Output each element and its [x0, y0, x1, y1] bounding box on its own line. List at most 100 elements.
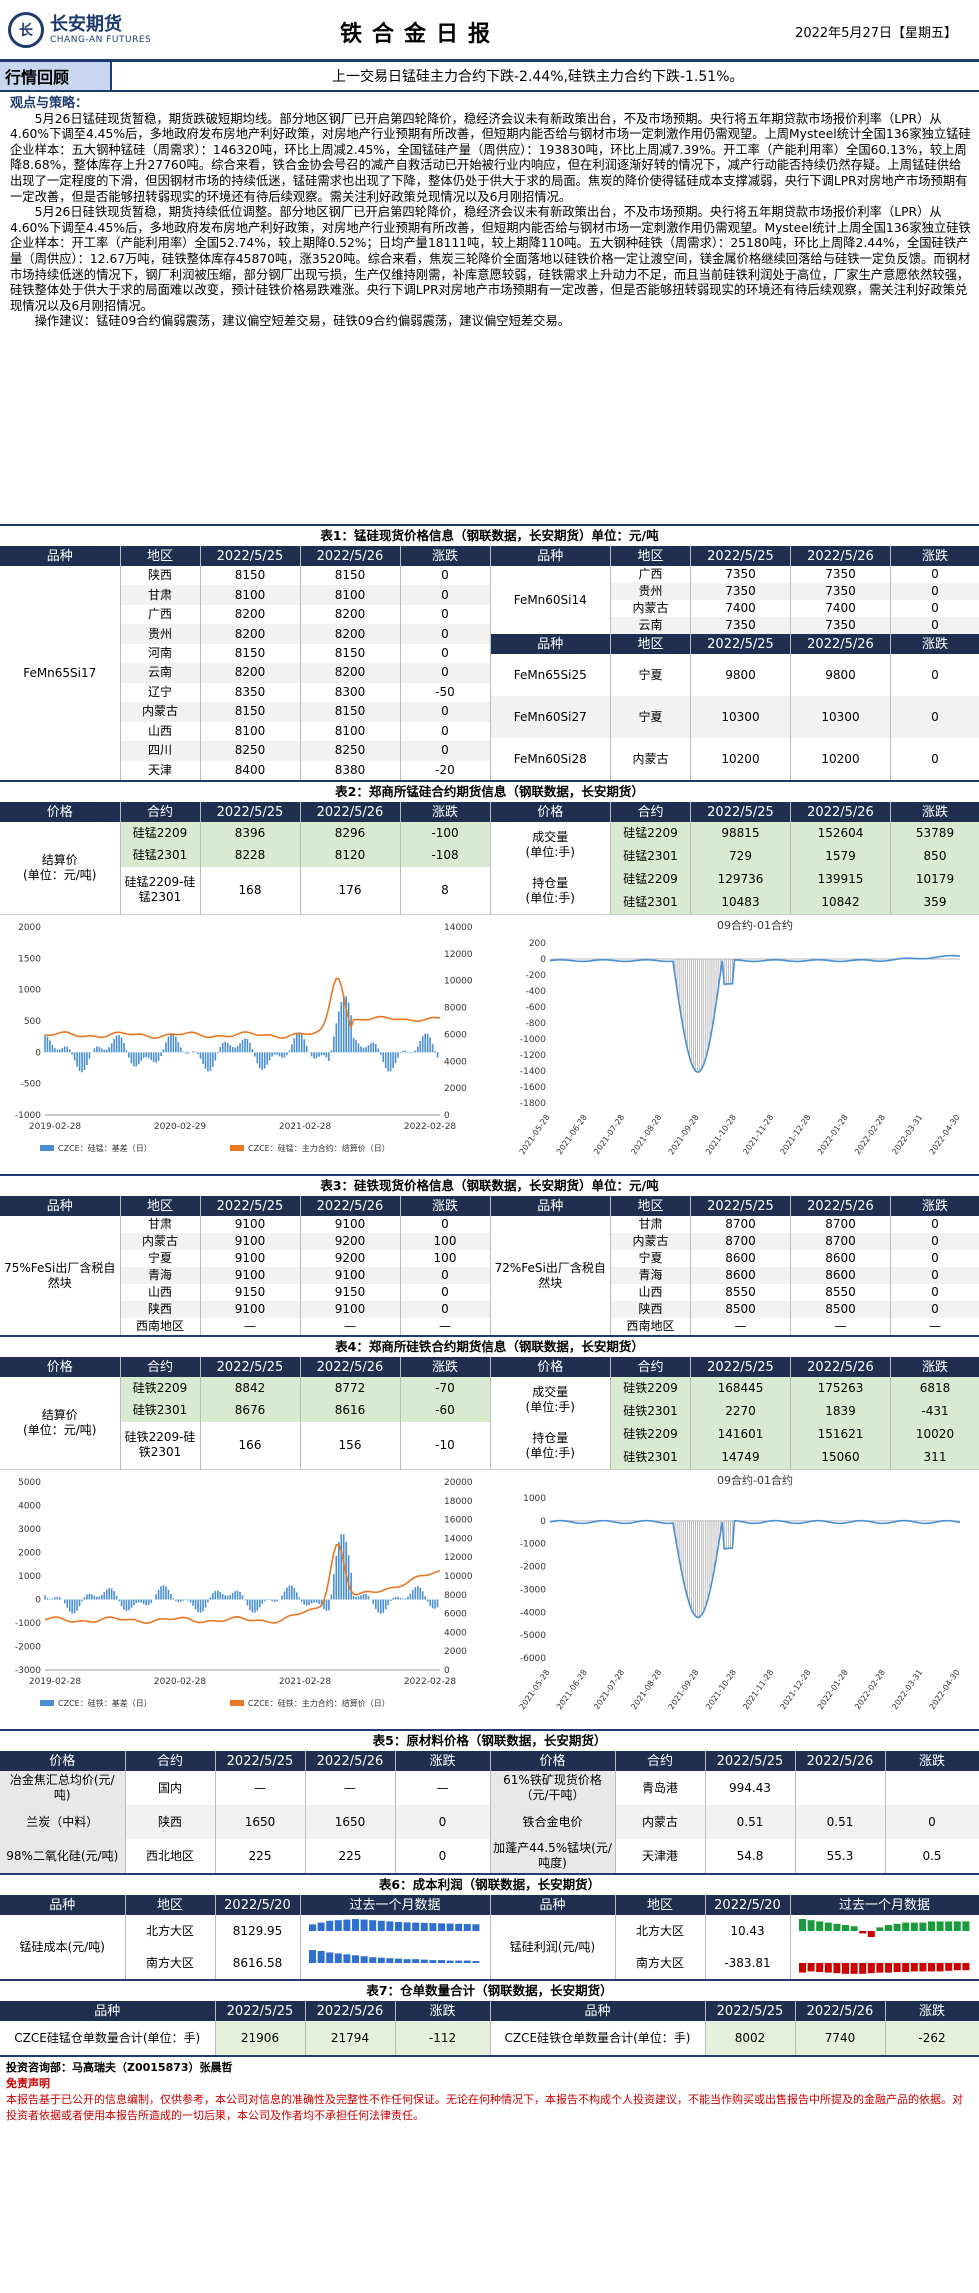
- table-cell: 8400: [200, 760, 301, 780]
- table-cell: 152604: [790, 822, 891, 845]
- table-cell: 0: [890, 566, 979, 583]
- table-cell: 0.51: [705, 1805, 796, 1839]
- table-cell: 151621: [790, 1423, 891, 1446]
- spark-bar: [395, 1922, 402, 1931]
- table-cell: 139915: [790, 868, 891, 891]
- spark-bar: [867, 1963, 875, 1974]
- x-tick-label: 2022-03-31: [890, 1668, 924, 1711]
- column-header: 2022/5/26: [305, 1751, 396, 1771]
- y-tick-label: -400: [526, 987, 547, 997]
- table-cell: -112: [395, 2021, 491, 2055]
- y-tick-label: 0: [540, 955, 546, 965]
- x-tick-label: 2021-07-28: [592, 1668, 626, 1711]
- column-header: 地区: [120, 1196, 201, 1216]
- table-cell: 10483: [690, 891, 791, 914]
- column-header: 2022/5/25: [690, 802, 791, 822]
- table-cell: 729: [690, 845, 791, 868]
- spark-bar: [858, 1963, 866, 1974]
- table-cell: 8500: [790, 1301, 891, 1318]
- column-header: 2022/5/25: [200, 546, 301, 566]
- column-header: 涨跌: [395, 2001, 491, 2021]
- table-cell: 98%二氧化硅(元/吨): [0, 1839, 126, 1873]
- legend-swatch: [230, 1700, 244, 1706]
- table-row: 内蒙古 7400 7400 0: [491, 600, 979, 617]
- y-right-tick-label: 4000: [444, 1628, 467, 1638]
- table-cell: —: [790, 1318, 891, 1335]
- table-cell: 2270: [690, 1400, 791, 1423]
- table-cell: CZCE硅锰仓单数量合计(单位：手): [0, 2021, 216, 2055]
- table-cell: 9150: [200, 1284, 301, 1301]
- table-cell: 0: [400, 721, 491, 742]
- x-tick-label: 2021-06-28: [555, 1668, 589, 1711]
- y-right-tick-label: 0: [444, 1111, 450, 1121]
- table-row: 青海 9100 9100 0: [0, 1267, 491, 1284]
- y-left-tick-label: -500: [21, 1080, 42, 1090]
- x-tick-label: 2022-01-28: [816, 1668, 850, 1711]
- table-cell: 8380: [300, 760, 401, 780]
- table-row: 成交量 (单位:手) 硅锰2209 98815 152604 53789: [490, 822, 979, 868]
- column-header: 地区: [120, 546, 201, 566]
- x-tick-label: 2021-05-28: [518, 1113, 552, 1156]
- legend-label: CZCE：硅锰：基差（日）: [58, 1143, 152, 1153]
- table-header-row: 价格 合约 2022/5/25 2022/5/26 涨跌: [0, 1357, 491, 1377]
- table-cell: 宁夏: [610, 696, 691, 738]
- y-right-tick-label: 10000: [444, 977, 473, 987]
- table-cell: -10: [400, 1421, 491, 1469]
- table-cell: 0: [890, 1233, 979, 1250]
- table-cell: -383.81: [705, 1947, 791, 1979]
- table-cell: 7350: [790, 566, 891, 583]
- table4-left: 价格 合约 2022/5/25 2022/5/26 涨跌 结算价 (单位：元/吨) 硅铁220…: [0, 1357, 491, 1469]
- column-header: 2022/5/26: [790, 546, 891, 566]
- spark-bar: [455, 1923, 463, 1931]
- product-name: FeMn65Si25: [490, 654, 611, 696]
- table1-right: 品种 地区 2022/5/25 2022/5/26 涨跌 FeMn60Si14 广西 735…: [490, 546, 979, 780]
- y-right-tick-label: 4000: [444, 1057, 467, 1067]
- spark-bar: [841, 1925, 849, 1931]
- table-cell: 166: [200, 1421, 301, 1469]
- product-name: FeMn60Si27: [490, 696, 611, 738]
- table-row: 硅锰2301 8228 8120 -108: [0, 844, 491, 867]
- table-cell: 8700: [790, 1216, 891, 1233]
- logo-mark-icon: 长: [8, 11, 44, 48]
- column-header: 2022/5/25: [690, 1196, 791, 1216]
- table-cell: 内蒙古: [610, 738, 691, 780]
- table-row: 云南 7350 7350 0: [491, 617, 979, 634]
- table3-caption: 表3：硅铁现货价格信息（钢联数据，长安期货）单位：元/吨: [320, 1178, 659, 1193]
- spark-bar: [343, 1954, 351, 1963]
- y-tick-label: -1400: [520, 1067, 546, 1077]
- table-cell: 10179: [890, 868, 979, 891]
- product-name: 锰硅利润(元/吨): [490, 1915, 616, 1979]
- x-tick-label: 2022-04-30: [928, 1113, 962, 1156]
- table-cell: 0: [395, 1805, 491, 1839]
- table-cell: 兰炭（中料）: [0, 1805, 126, 1839]
- column-header: 2022/5/26: [300, 802, 401, 822]
- column-header: 地区: [610, 1196, 691, 1216]
- y-left-tick-label: 500: [24, 1017, 41, 1027]
- table-cell: 8228: [200, 844, 301, 867]
- table-cell: 10300: [690, 696, 791, 738]
- column-header: 品种: [0, 2001, 216, 2021]
- x-tick-label: 2021-12-28: [779, 1668, 813, 1711]
- column-header: 合约: [615, 1751, 706, 1771]
- table-cell: 359: [890, 891, 979, 914]
- table-header-row: 品种 地区 2022/5/20 过去一个月数据 品种 地区 2022/5/20 过去一个月数据: [0, 1895, 979, 1915]
- table-cell: 铁合金电价: [490, 1805, 616, 1839]
- chart-title: 09合约-01合约: [717, 918, 793, 932]
- column-header: 2022/5/25: [705, 1751, 796, 1771]
- table-cell: 硅铁2301: [610, 1400, 691, 1423]
- y-tick-label: -1200: [520, 1051, 546, 1061]
- column-header: 价格: [490, 1357, 611, 1377]
- column-header: 合约: [120, 1357, 201, 1377]
- y-tick-label: -1000: [520, 1035, 546, 1045]
- table-cell: 甘肃: [120, 585, 201, 605]
- x-tick-label: 2022-04-30: [928, 1668, 962, 1711]
- product-name: FeMn60Si14: [490, 566, 611, 634]
- table3-section: 表3：硅铁现货价格信息（钢联数据，长安期货）单位：元/吨 品种 地区 2022/5/…: [0, 1174, 979, 1335]
- spark-bar: [352, 1919, 359, 1931]
- table-cell: 156: [300, 1421, 401, 1469]
- table-cell: 100: [400, 1233, 491, 1250]
- table-cell: —: [300, 1318, 401, 1335]
- y-tick-label: 1000: [523, 1494, 546, 1504]
- table-cell: 168445: [690, 1377, 791, 1400]
